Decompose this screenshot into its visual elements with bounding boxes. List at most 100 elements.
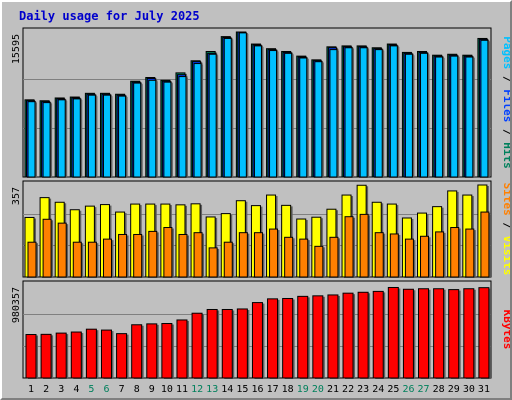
- bar-pages: [42, 102, 51, 178]
- bar-kbytes: [100, 329, 112, 379]
- bar-sites: [102, 238, 112, 278]
- x-tick-label: 3: [58, 384, 64, 395]
- bar-pages: [435, 56, 444, 178]
- x-tick-label: 6: [104, 384, 110, 395]
- bar-sites: [404, 238, 414, 278]
- bar-pages: [284, 52, 293, 178]
- bar-kbytes: [161, 323, 173, 379]
- legend-item-sites: Sites: [501, 183, 510, 216]
- x-tick-label: 2: [43, 384, 49, 395]
- x-tick-label: 10: [161, 384, 173, 395]
- kbytes-panel: 980357 KBytes: [11, 280, 510, 379]
- bar-kbytes: [448, 289, 460, 379]
- legend-item-kbytes: KBytes: [501, 310, 510, 350]
- bar-sites: [284, 236, 294, 278]
- bar-sites: [314, 245, 324, 278]
- bar-pages: [480, 39, 489, 178]
- bar-pages: [465, 56, 474, 178]
- x-tick-label: 26: [402, 384, 414, 395]
- bar-sites: [208, 247, 218, 278]
- x-tick-label: 29: [448, 384, 460, 395]
- bar-pages: [133, 82, 142, 178]
- bar-pages: [238, 32, 247, 178]
- bar-kbytes: [55, 332, 67, 379]
- bar-sites: [118, 233, 128, 278]
- bar-pages: [269, 50, 278, 178]
- x-tick-label: 15: [236, 384, 248, 395]
- x-tick-label: 22: [342, 384, 354, 395]
- legend-item-pages: Pages: [501, 36, 510, 69]
- x-tick-label: 9: [149, 384, 155, 395]
- x-tick-label: 17: [267, 384, 279, 395]
- bar-pages: [102, 94, 111, 178]
- bar-sites: [435, 231, 445, 278]
- bar-pages: [450, 55, 459, 178]
- x-tick-label: 4: [73, 384, 79, 395]
- bar-pages: [420, 52, 429, 178]
- bar-kbytes: [146, 323, 158, 379]
- x-axis-labels: 1 2 3 4 5 6 7 8 9 10 11 12 13 14 15 16 17 18 19 20 21 22 23 24 2…: [28, 384, 490, 395]
- x-tick-label: 14: [221, 384, 233, 395]
- x-tick-label: 20: [312, 384, 324, 395]
- legend-separator: /: [501, 122, 510, 142]
- x-tick-label: 27: [418, 384, 430, 395]
- bar-sites: [253, 232, 263, 278]
- bar-sites: [359, 213, 369, 278]
- bar-pages: [57, 99, 66, 178]
- bar-pages: [118, 95, 127, 178]
- bar-kbytes: [372, 290, 384, 379]
- bar-sites: [329, 236, 339, 278]
- bar-kbytes: [327, 294, 339, 379]
- bar-kbytes: [221, 308, 233, 379]
- bar-pages: [344, 47, 353, 178]
- x-tick-label: 28: [433, 384, 445, 395]
- bar-pages: [148, 79, 157, 178]
- bar-kbytes: [236, 308, 248, 379]
- legend-separator: /: [501, 69, 510, 89]
- bar-kbytes: [418, 288, 430, 379]
- bar-kbytes: [206, 308, 218, 379]
- bar-pages: [208, 53, 217, 178]
- bar-sites: [42, 218, 52, 278]
- legend-separator: /: [501, 216, 510, 236]
- x-tick-label: 8: [134, 384, 140, 395]
- bar-sites: [178, 233, 188, 278]
- bar-kbytes: [463, 288, 475, 379]
- bar-sites: [238, 232, 248, 278]
- bar-sites: [148, 230, 158, 278]
- bar-kbytes: [70, 331, 82, 379]
- x-tick-label: 25: [387, 384, 399, 395]
- hits-files-pages-axis-max-label: 15595: [11, 34, 22, 64]
- x-tick-label: 11: [176, 384, 188, 395]
- bar-pages: [27, 101, 36, 178]
- bar-pages: [404, 53, 413, 178]
- x-tick-label: 23: [357, 384, 369, 395]
- bar-kbytes: [85, 328, 97, 379]
- bar-pages: [193, 63, 202, 178]
- bar-sites: [223, 241, 233, 278]
- legend-item-hits: Hits: [501, 142, 510, 169]
- bar-pages: [359, 47, 368, 178]
- x-tick-label: 18: [282, 384, 294, 395]
- x-tick-label: 24: [372, 384, 384, 395]
- bar-pages: [72, 98, 81, 178]
- x-tick-label: 21: [327, 384, 339, 395]
- bar-kbytes: [297, 295, 309, 379]
- bar-kbytes: [176, 319, 188, 379]
- x-tick-label: 12: [191, 384, 203, 395]
- bar-sites: [344, 216, 354, 278]
- bar-sites: [480, 211, 490, 278]
- hits-files-pages-legend: Pages / Files / Hits: [501, 36, 510, 169]
- x-tick-label: 19: [297, 384, 309, 395]
- bar-pages: [374, 49, 383, 178]
- kbytes-axis-max-label: 980357: [11, 287, 22, 323]
- x-tick-label: 7: [119, 384, 125, 395]
- bar-pages: [223, 37, 232, 178]
- x-tick-label: 13: [206, 384, 218, 395]
- bar-kbytes: [251, 302, 263, 379]
- bar-pages: [178, 76, 187, 178]
- x-tick-label: 5: [88, 384, 94, 395]
- bar-kbytes: [387, 286, 399, 379]
